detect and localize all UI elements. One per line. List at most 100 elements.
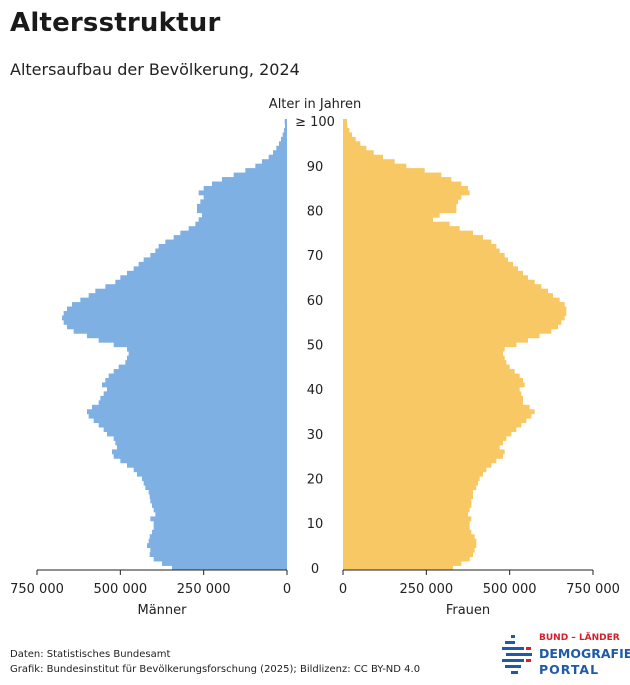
men-bar-age-93	[273, 150, 287, 156]
women-bar-age-21	[343, 471, 483, 477]
women-bar-age-75	[343, 230, 473, 236]
men-bar-age-57	[63, 311, 287, 316]
men-bar-age-42	[105, 377, 287, 383]
women-bar-age-100	[343, 119, 347, 124]
men-bar-age-58	[67, 306, 287, 312]
women-bar-age-46	[343, 360, 507, 365]
men-bar-age-97	[282, 132, 287, 138]
men-bar-age-22	[133, 467, 287, 473]
women-bar-age-56	[343, 315, 565, 321]
men-bar-age-89	[245, 168, 287, 173]
men-bar-age-86	[212, 181, 287, 187]
men-x-tick-label: 500 000	[93, 582, 147, 597]
demografie-portal-logo: BUND – LÄNDER DEMOGRAFIE PORTAL	[502, 633, 630, 679]
men-bar-age-56	[62, 315, 287, 321]
women-bar-age-9	[343, 525, 470, 531]
women-bar-age-67	[343, 266, 518, 272]
women-bar-age-84	[343, 190, 470, 196]
men-bar-age-51	[98, 337, 288, 343]
men-bar-age-34	[88, 413, 288, 419]
men-bar-age-90	[255, 163, 287, 169]
men-bar-age-31	[103, 427, 288, 432]
page-subtitle: Altersaufbau der Bevölkerung, 2024	[10, 60, 300, 79]
women-bar-age-60	[343, 297, 560, 303]
men-x-tick-label: 750 000	[10, 582, 64, 597]
women-bar-age-76	[343, 226, 460, 232]
men-bar-age-12	[155, 511, 287, 517]
men-bar-age-25	[113, 453, 288, 459]
women-bar-age-68	[343, 261, 513, 267]
women-bar-age-12	[343, 511, 468, 517]
women-bar-age-98	[343, 127, 350, 133]
women-bar-age-7	[343, 534, 475, 540]
men-bar-age-61	[88, 293, 288, 299]
women-bar-age-0	[343, 565, 453, 571]
men-bar-age-67	[133, 266, 287, 272]
men-bar-age-73	[165, 239, 287, 245]
men-bar-age-79	[202, 212, 287, 218]
men-bar-age-1	[162, 561, 287, 566]
men-x-tick-label: 0	[283, 582, 291, 597]
women-bar-age-59	[343, 302, 565, 307]
men-bar-age-66	[127, 270, 287, 276]
men-bar-age-72	[158, 244, 287, 249]
women-bar-age-62	[343, 288, 548, 294]
logo-line-3: PORTAL	[539, 662, 600, 677]
men-bar-age-88	[233, 172, 287, 178]
women-bar-age-78	[343, 217, 433, 223]
women-bar-age-45	[343, 364, 510, 370]
women-bar-age-40	[343, 386, 520, 392]
men-bar-age-59	[72, 302, 287, 307]
men-bar-age-35	[87, 409, 287, 415]
men-bar-age-8	[152, 529, 287, 535]
women-bar-age-13	[343, 507, 470, 513]
men-bar-age-4	[150, 547, 287, 553]
men-bar-age-48	[128, 351, 287, 357]
women-bar-age-3	[343, 552, 473, 558]
women-bar-age-29	[343, 436, 507, 441]
women-bar-age-47	[343, 355, 505, 361]
age-axis-title: Alter in Jahren	[269, 97, 361, 112]
men-bar-age-96	[281, 136, 287, 142]
men-bar-age-53	[73, 328, 288, 334]
men-bar-age-50	[113, 342, 288, 348]
women-bar-age-74	[343, 235, 483, 240]
men-bar-age-32	[98, 422, 288, 428]
men-bar-age-74	[173, 235, 287, 240]
men-bar-age-33	[93, 418, 288, 424]
men-bar-age-71	[155, 248, 287, 254]
women-bar-age-11	[343, 516, 472, 522]
women-bar-age-83	[343, 194, 462, 200]
men-bar-age-80	[197, 208, 287, 214]
logo-line-1: BUND – LÄNDER	[539, 633, 620, 643]
women-bar-age-5	[343, 543, 477, 549]
page-title: Altersstruktur	[10, 8, 221, 38]
women-bar-age-26	[343, 449, 505, 455]
age-tick-label: 90	[307, 160, 324, 175]
women-bar-age-42	[343, 377, 523, 383]
men-bar-age-7	[149, 534, 287, 540]
men-bar-age-9	[153, 525, 287, 531]
men-bar-age-27	[117, 444, 287, 450]
men-bar-age-18	[145, 485, 287, 491]
men-bar-age-45	[118, 364, 288, 370]
men-bar-age-29	[113, 436, 288, 441]
women-bar-age-53	[343, 328, 552, 334]
women-bar-age-52	[343, 333, 540, 339]
age-tick-label: 50	[307, 339, 324, 354]
men-bar-age-2	[153, 556, 287, 562]
men-bar-age-11	[150, 516, 287, 522]
women-bar-age-48	[343, 351, 503, 357]
men-bar-age-40	[107, 386, 287, 392]
men-bar-age-77	[195, 221, 287, 227]
age-tick-label: 20	[307, 472, 324, 487]
women-bar-age-14	[343, 503, 472, 508]
men-bar-age-28	[115, 440, 287, 446]
women-bar-age-38	[343, 395, 523, 401]
men-bar-age-68	[138, 261, 287, 267]
women-bar-age-19	[343, 480, 478, 486]
men-bar-age-99	[285, 123, 287, 129]
women-bar-age-51	[343, 337, 528, 343]
women-bar-age-93	[343, 150, 374, 156]
men-x-tick-label: 250 000	[177, 582, 231, 597]
